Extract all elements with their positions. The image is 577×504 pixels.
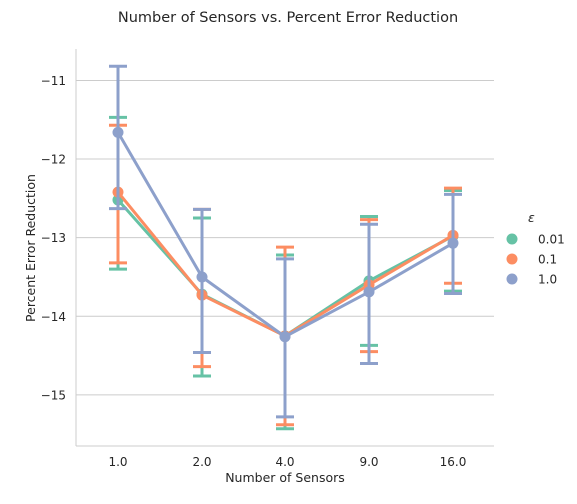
legend: ε 0.01 0.1 1.0 — [506, 210, 565, 287]
chart-title: Number of Sensors vs. Percent Error Redu… — [118, 10, 458, 26]
legend-marker — [506, 253, 518, 265]
legend-title: ε — [528, 210, 535, 225]
data-point — [196, 271, 208, 283]
legend-items: 0.01 0.1 1.0 — [506, 233, 565, 287]
y-tick-labels: −11 −12 −13 −14 −15 — [41, 74, 66, 402]
y-tick-label: −12 — [41, 153, 66, 167]
legend-label: 1.0 — [538, 273, 557, 287]
y-tick-label: −15 — [41, 388, 66, 402]
data-point — [112, 126, 124, 138]
y-tick-label: −11 — [41, 74, 66, 88]
data-point — [447, 237, 459, 249]
y-axis-label: Percent Error Reduction — [23, 174, 38, 322]
series-layer — [109, 64, 462, 431]
x-tick-label: 1.0 — [108, 455, 127, 469]
x-tick-label: 2.0 — [192, 455, 211, 469]
x-axis-label: Number of Sensors — [225, 470, 345, 485]
y-tick-label: −13 — [41, 231, 66, 245]
legend-label: 0.1 — [538, 253, 557, 267]
x-tick-label: 9.0 — [359, 455, 378, 469]
data-point — [279, 331, 291, 343]
y-tick-label: −14 — [41, 310, 66, 324]
x-tick-label: 4.0 — [275, 455, 294, 469]
x-tick-label: 16.0 — [440, 455, 467, 469]
legend-marker — [506, 233, 518, 245]
x-tick-labels: 1.0 2.0 4.0 9.0 16.0 — [108, 455, 466, 469]
legend-marker — [506, 273, 518, 285]
data-point — [363, 286, 375, 298]
series-1.0 — [109, 64, 462, 419]
legend-label: 0.01 — [538, 233, 565, 247]
